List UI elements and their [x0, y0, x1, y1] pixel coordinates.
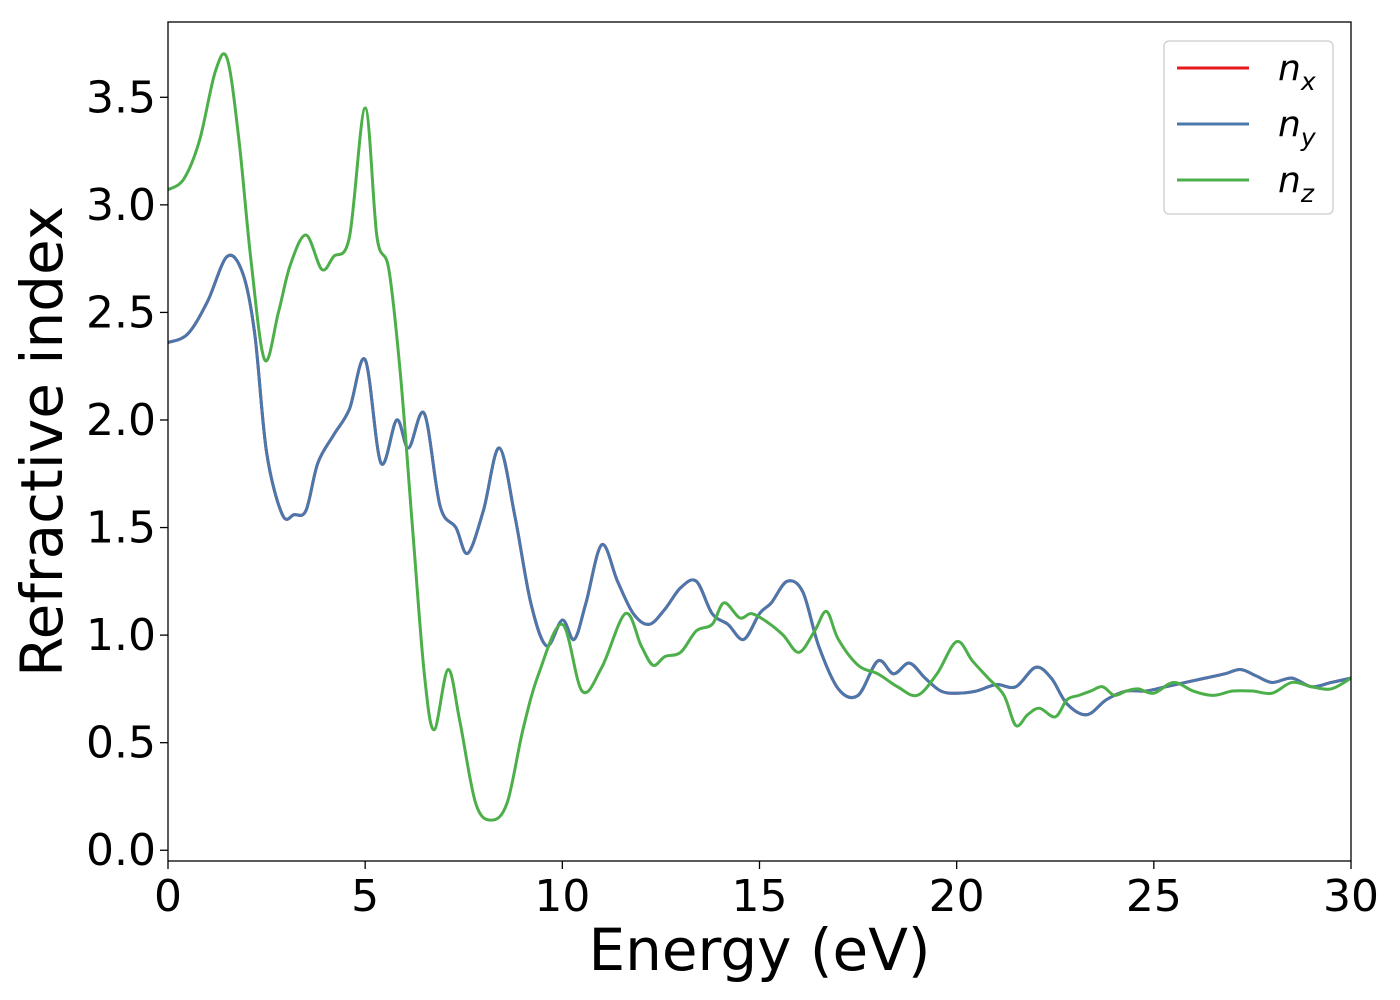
- x-axis-ticks: 0 5 10 15 20 25 30: [154, 861, 1379, 922]
- y-tick-label: 2.5: [86, 287, 156, 338]
- y-tick-label: 3.0: [86, 180, 156, 231]
- series-layer: [168, 52, 1351, 822]
- y-tick-label: 1.0: [86, 610, 156, 661]
- y-tick-label: 0.5: [86, 718, 156, 769]
- y-tick-label: 0.0: [86, 825, 156, 876]
- legend-label-n-x: nx: [1278, 48, 1316, 96]
- x-tick-label: 0: [154, 871, 182, 922]
- legend-label-n-z: nz: [1278, 160, 1315, 208]
- x-tick-label: 5: [351, 871, 379, 922]
- y-tick-label: 2.0: [86, 395, 156, 446]
- series-line-n-z: [168, 52, 1351, 822]
- y-axis-ticks: 0.0 0.5 1.0 1.5 2.0 2.5 3.0 3.5: [86, 72, 168, 876]
- legend: nx ny nz: [1163, 40, 1334, 215]
- x-tick-label: 10: [534, 871, 590, 922]
- x-tick-label: 20: [929, 871, 985, 922]
- x-tick-label: 25: [1126, 871, 1182, 922]
- legend-label-n-y: ny: [1278, 104, 1317, 152]
- y-tick-label: 1.5: [86, 503, 156, 554]
- legend-box: [1163, 40, 1334, 215]
- x-axis-label: Energy (eV): [588, 916, 930, 984]
- y-axis-label: Refractive index: [8, 206, 76, 677]
- y-tick-label: 3.5: [86, 72, 156, 123]
- x-tick-label: 15: [732, 871, 788, 922]
- x-tick-label: 30: [1323, 871, 1379, 922]
